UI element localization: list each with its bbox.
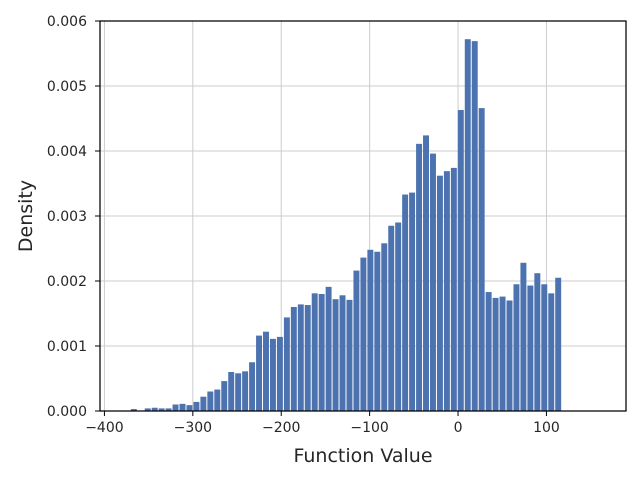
- histogram-bar: [304, 305, 311, 411]
- histogram-bar: [429, 153, 436, 411]
- histogram-bar: [478, 108, 485, 411]
- histogram-bar: [276, 336, 283, 411]
- histogram-bar: [172, 404, 179, 411]
- histogram-bar: [249, 362, 256, 411]
- y-tick-label: 0.005: [47, 79, 87, 95]
- histogram-bar: [256, 335, 263, 411]
- histogram-bar: [283, 317, 290, 411]
- histogram-bar: [165, 408, 172, 411]
- histogram-bar: [457, 110, 464, 412]
- histogram-bar: [297, 304, 304, 411]
- histogram-bar: [179, 403, 186, 411]
- histogram-bar: [130, 409, 137, 411]
- histogram-bar: [513, 284, 520, 411]
- y-tick-label: 0.001: [47, 339, 87, 355]
- histogram-bar: [311, 293, 318, 411]
- histogram-bar: [374, 251, 381, 411]
- histogram-bar: [346, 299, 353, 411]
- histogram-bar: [450, 167, 457, 411]
- histogram-bar: [443, 171, 450, 411]
- histogram-bar: [158, 408, 165, 411]
- histogram-bar: [353, 270, 360, 411]
- histogram-bar: [436, 175, 443, 411]
- x-tick-label: −100: [350, 420, 388, 436]
- histogram-bar: [290, 307, 297, 411]
- histogram-bar: [228, 372, 235, 411]
- histogram-bar: [325, 286, 332, 411]
- histogram-bar: [464, 39, 471, 411]
- x-tick-label: −200: [262, 420, 300, 436]
- histogram-bar: [235, 373, 242, 411]
- histogram-bar: [548, 293, 555, 411]
- histogram-bar: [200, 396, 207, 411]
- histogram-bar: [520, 262, 527, 411]
- y-axis-ticks: 0.000 0.001 0.002 0.003 0.004 0.005 0.006: [47, 14, 100, 420]
- histogram-bar: [186, 405, 193, 411]
- x-axis-label: Function Value: [293, 445, 432, 467]
- x-tick-label: −300: [174, 420, 212, 436]
- histogram-bar: [423, 135, 429, 411]
- histogram-bar: [388, 225, 395, 411]
- histogram-bar: [527, 285, 534, 411]
- y-tick-label: 0.006: [47, 14, 87, 30]
- histogram-bar: [221, 381, 228, 411]
- y-tick-label: 0.004: [47, 144, 87, 160]
- histogram-bar: [214, 389, 221, 411]
- histogram-bar: [409, 192, 416, 411]
- histogram-bar: [360, 257, 367, 411]
- histogram-bar: [367, 249, 374, 411]
- histogram-bar: [332, 299, 339, 411]
- x-tick-label: 100: [533, 420, 560, 436]
- histogram-bar: [471, 41, 478, 412]
- histogram-bar: [269, 338, 276, 411]
- histogram-bar: [541, 284, 548, 411]
- histogram-bar: [506, 300, 513, 411]
- histogram-bar: [242, 371, 249, 411]
- histogram-bar: [499, 296, 506, 411]
- histogram-bar: [144, 408, 151, 411]
- y-axis-label: Density: [15, 180, 37, 252]
- histogram-bar: [381, 243, 388, 411]
- y-tick-label: 0.003: [47, 209, 87, 225]
- histogram-bar: [318, 294, 325, 411]
- x-tick-label: 0: [454, 420, 463, 436]
- histogram-bar: [339, 295, 346, 411]
- y-tick-label: 0.000: [47, 404, 87, 420]
- histogram-bar: [402, 194, 409, 411]
- histogram-bars: [130, 39, 562, 412]
- histogram-bar: [555, 277, 562, 411]
- histogram-bar: [207, 391, 214, 411]
- histogram-bar: [534, 273, 541, 411]
- y-tick-label: 0.002: [47, 274, 87, 290]
- histogram-bar: [151, 407, 158, 411]
- histogram-bar: [263, 331, 269, 411]
- histogram-bar: [395, 222, 402, 411]
- histogram-bar: [416, 143, 423, 411]
- x-tick-label: −400: [85, 420, 123, 436]
- histogram-bar: [193, 401, 200, 411]
- histogram-bar: [485, 292, 492, 411]
- x-axis-ticks: −400 −300 −200 −100 0 100: [85, 411, 560, 436]
- histogram-bar: [492, 297, 499, 411]
